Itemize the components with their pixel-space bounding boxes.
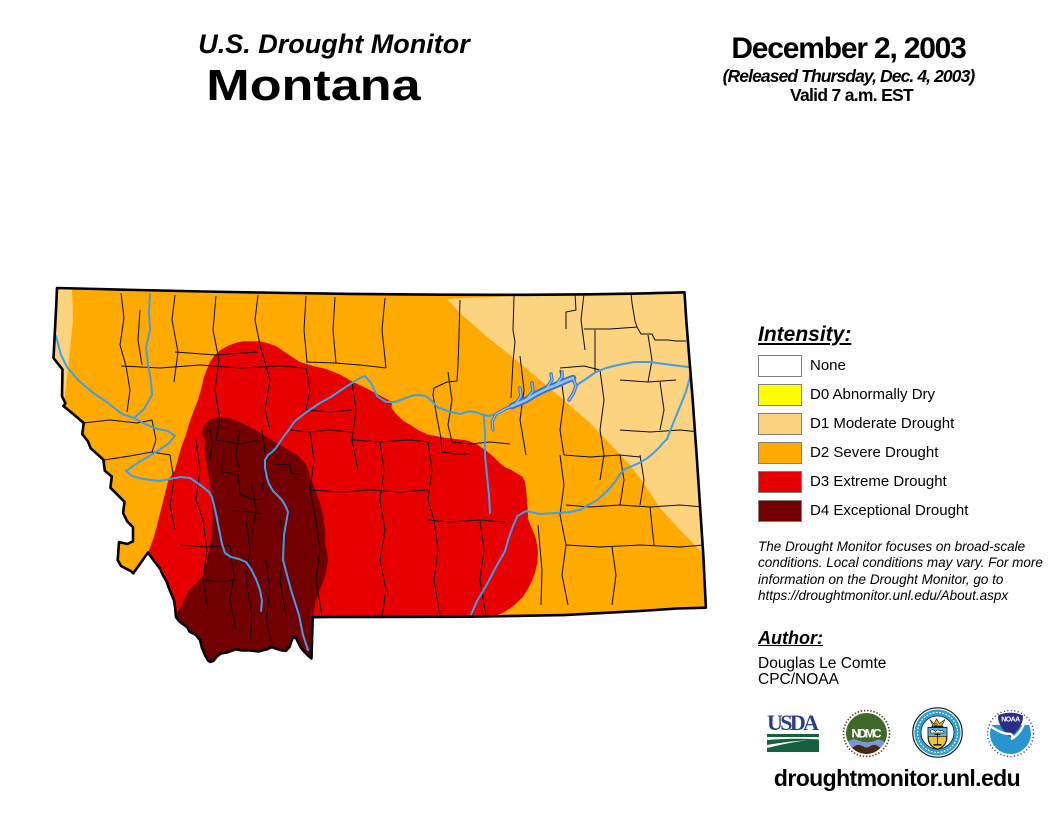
svg-text:USDA: USDA [767,712,819,735]
svg-text:NDMC: NDMC [852,727,882,741]
svg-text:NOAA: NOAA [1001,717,1020,724]
